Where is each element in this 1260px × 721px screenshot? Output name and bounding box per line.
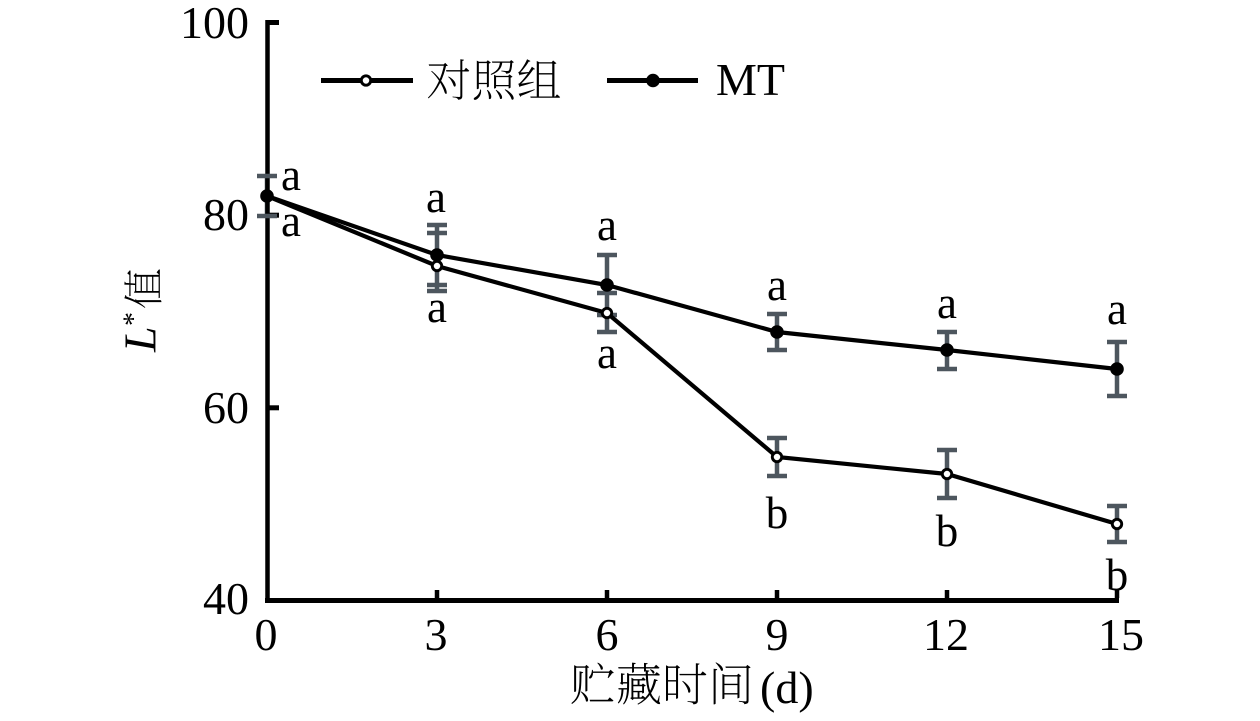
svg-text:b: b: [1106, 550, 1129, 600]
svg-text:a: a: [281, 196, 301, 246]
svg-text:L: L: [115, 326, 166, 353]
svg-text:a: a: [426, 172, 446, 222]
svg-text:9: 9: [766, 609, 789, 660]
svg-text:40: 40: [203, 573, 249, 624]
svg-text:15: 15: [1098, 609, 1144, 660]
svg-text:3: 3: [425, 609, 448, 660]
svg-text:a: a: [427, 282, 447, 332]
svg-text:*: *: [119, 312, 150, 326]
svg-text:MT: MT: [716, 54, 785, 105]
svg-text:0: 0: [255, 609, 278, 660]
svg-text:a: a: [597, 328, 617, 378]
svg-text:a: a: [1107, 284, 1127, 334]
svg-text:60: 60: [203, 382, 249, 433]
svg-text:a: a: [281, 150, 301, 200]
svg-text:6: 6: [596, 609, 619, 660]
svg-text:a: a: [597, 200, 617, 250]
svg-text:12: 12: [923, 609, 969, 660]
svg-text:80: 80: [203, 189, 249, 240]
svg-text:(d): (d): [760, 662, 814, 713]
svg-text:b: b: [936, 506, 959, 556]
svg-text:a: a: [937, 278, 957, 328]
svg-text:a: a: [767, 260, 787, 310]
svg-text:b: b: [766, 488, 789, 538]
svg-text:100: 100: [180, 0, 249, 48]
